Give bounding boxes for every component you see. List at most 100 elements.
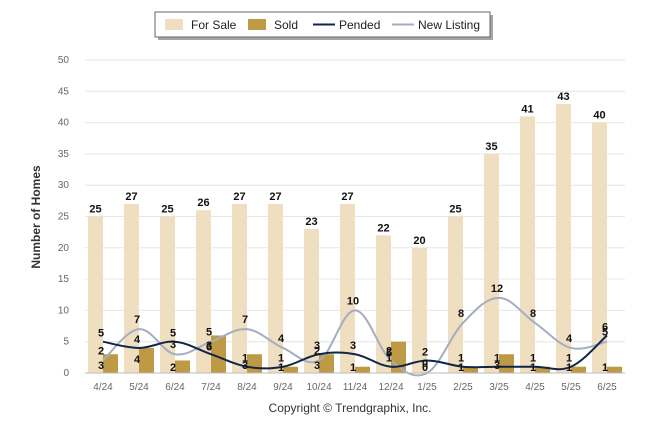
data-label-new-listing: 2 — [386, 345, 392, 357]
data-label-for-sale: 25 — [449, 204, 461, 216]
data-label-sold: 0 — [422, 362, 428, 374]
data-label-new-listing: 8 — [458, 308, 464, 320]
data-label-for-sale: 26 — [197, 197, 209, 209]
data-label-pended: 1 — [458, 353, 464, 365]
data-label-sold: 1 — [458, 362, 464, 374]
x-tick-label: 10/24 — [306, 382, 331, 393]
data-label-new-listing: 4 — [278, 333, 285, 345]
lines — [102, 296, 608, 377]
bar-for-sale — [448, 216, 463, 373]
bar-for-sale — [88, 216, 103, 373]
bar-sold — [535, 366, 550, 373]
bar-for-sale — [376, 235, 391, 373]
data-label-new-listing: 10 — [347, 295, 359, 307]
legend: For Sale Sold Pended New Listing — [154, 11, 493, 40]
bar-for-sale — [232, 203, 247, 373]
bar-sold — [283, 366, 298, 373]
y-tick-label: 30 — [58, 180, 70, 191]
data-label-pended: 3 — [314, 340, 320, 352]
bar-sold — [463, 366, 478, 373]
y-tick-label: 40 — [58, 118, 70, 129]
y-tick-label: 25 — [58, 212, 70, 223]
bar-for-sale — [520, 116, 535, 373]
data-label-sold: 3 — [242, 360, 248, 372]
data-label-for-sale: 25 — [161, 204, 173, 216]
data-label-sold: 3 — [494, 360, 500, 372]
data-label-new-listing: 7 — [242, 314, 248, 326]
legend-swatch — [248, 19, 266, 30]
bar-for-sale — [340, 203, 355, 373]
bar-for-sale — [484, 153, 499, 373]
bar-sold — [499, 354, 514, 373]
data-label-for-sale: 22 — [377, 222, 389, 234]
data-label-new-listing: 8 — [530, 308, 536, 320]
x-tick-label: 4/25 — [525, 382, 545, 393]
bar-for-sale — [412, 247, 427, 373]
data-label-new-listing: 3 — [170, 339, 176, 351]
data-label-for-sale: 27 — [125, 191, 137, 203]
legend-label: For Sale — [191, 18, 237, 32]
x-tick-label: 3/25 — [489, 382, 509, 393]
bar-sold — [607, 366, 622, 373]
x-tick-label: 12/24 — [378, 382, 403, 393]
y-tick-label: 35 — [58, 149, 70, 160]
x-tick-label: 5/24 — [129, 382, 149, 393]
line-pended — [102, 334, 608, 371]
x-tick-label: 6/24 — [165, 382, 185, 393]
data-label-for-sale: 27 — [233, 191, 245, 203]
data-label-new-listing: 5 — [206, 327, 212, 339]
bar-sold — [319, 354, 334, 373]
bar-sold — [247, 354, 262, 373]
data-label-sold: 1 — [278, 362, 284, 374]
x-tick-label: 8/24 — [237, 382, 257, 393]
bar-sold — [175, 360, 190, 373]
data-label-pended: 3 — [206, 340, 212, 352]
y-tick-label: 50 — [58, 55, 70, 66]
x-tick-label: 7/24 — [201, 382, 221, 393]
bar-for-sale — [160, 216, 175, 373]
data-label-pended: 1 — [386, 353, 392, 365]
data-label-sold: 3 — [314, 360, 320, 372]
data-label-pended: 3 — [350, 340, 356, 352]
bar-for-sale — [304, 229, 319, 373]
data-label-new-listing: 7 — [134, 314, 140, 326]
x-tick-label: 5/25 — [561, 382, 581, 393]
data-label-sold: 1 — [530, 362, 536, 374]
data-label-for-sale: 35 — [485, 141, 497, 153]
data-label-new-listing: 2 — [98, 345, 104, 357]
data-label-new-listing: 2 — [314, 345, 320, 357]
data-label-pended: 1 — [242, 353, 248, 365]
data-label-pended: 6 — [602, 321, 608, 333]
bar-for-sale — [592, 122, 607, 373]
x-tick-label: 11/24 — [343, 382, 368, 393]
bar-sold — [103, 354, 118, 373]
data-label-new-listing: 12 — [491, 283, 503, 295]
data-label-pended: 1 — [566, 353, 572, 365]
y-tick-label: 20 — [58, 243, 70, 254]
bar-for-sale — [196, 210, 211, 373]
data-label-for-sale: 25 — [89, 204, 101, 216]
data-label-for-sale: 43 — [557, 91, 569, 103]
data-label-for-sale: 20 — [413, 235, 425, 247]
data-label-for-sale: 27 — [341, 191, 353, 203]
x-tick-label: 9/24 — [273, 382, 293, 393]
y-axis-label: Number of Homes — [29, 165, 43, 269]
bars — [88, 103, 622, 373]
data-label-for-sale: 41 — [521, 103, 533, 115]
data-label-sold: 2 — [170, 362, 176, 374]
data-label-sold: 1 — [350, 362, 356, 374]
y-tick-label: 5 — [63, 337, 69, 348]
data-label-for-sale: 27 — [269, 191, 281, 203]
data-label-new-listing: 4 — [566, 333, 573, 345]
x-tick-label: 1/25 — [417, 382, 437, 393]
legend-swatch — [165, 19, 183, 30]
y-tick-label: 15 — [58, 274, 70, 285]
data-label-pended: 1 — [530, 353, 536, 365]
legend-label: Sold — [274, 18, 298, 32]
data-label-new-listing: 5 — [602, 327, 608, 339]
bar-sold — [355, 366, 370, 373]
data-label-pended: 5 — [98, 328, 104, 340]
data-label-pended: 5 — [170, 328, 176, 340]
